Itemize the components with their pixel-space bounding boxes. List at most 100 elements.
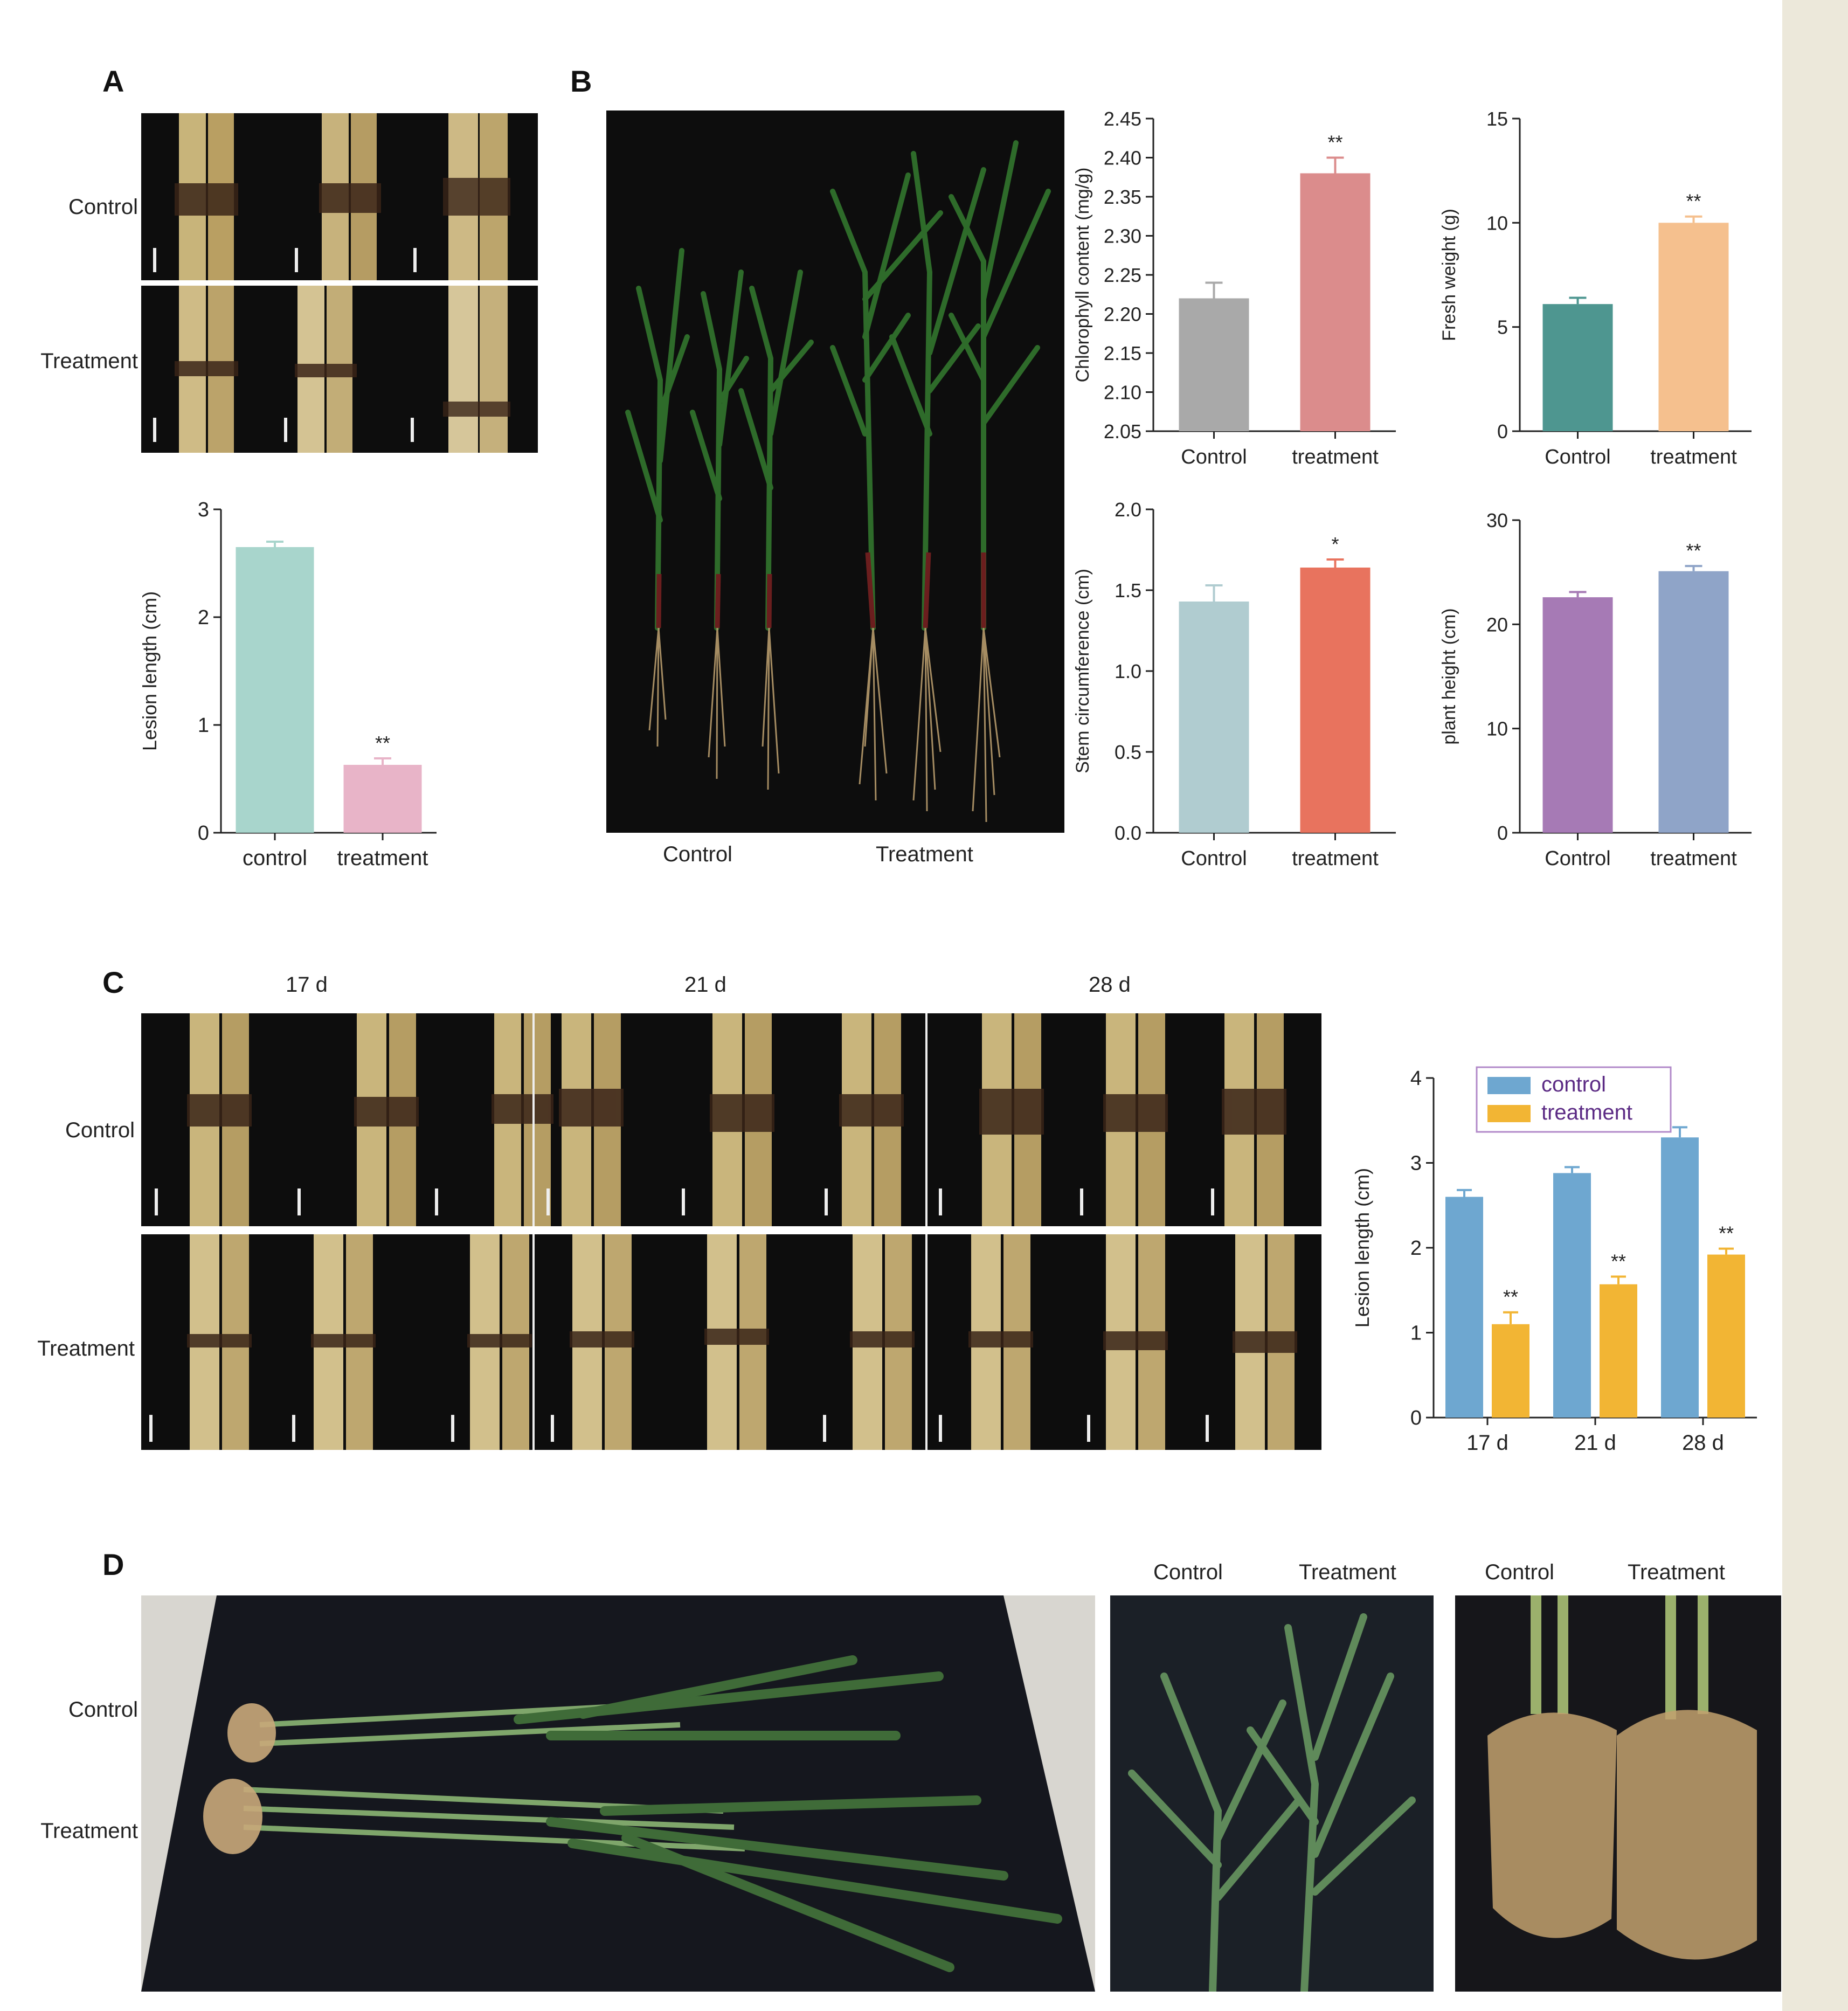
x-tick-label: Control xyxy=(1181,446,1247,468)
bar xyxy=(1542,597,1613,833)
significance-label: ** xyxy=(1686,540,1701,562)
y-axis-label: Stem circumference (cm) xyxy=(1072,569,1093,773)
legend-label: treatment xyxy=(1541,1101,1632,1124)
bar xyxy=(1661,1137,1699,1418)
timepoint-label-28d: 28 d xyxy=(1089,973,1131,997)
photo-label-treatment: Treatment xyxy=(1299,1560,1396,1584)
bar xyxy=(1542,304,1613,431)
y-tick-label: 30 xyxy=(1486,509,1508,531)
y-tick-label: 5 xyxy=(1497,316,1508,338)
y-axis-label: Fresh weight (g) xyxy=(1439,209,1459,341)
y-tick-label: 2.40 xyxy=(1104,147,1141,169)
row-label-treatment: Treatment xyxy=(40,349,138,373)
bar xyxy=(1300,568,1371,833)
row-label-treatment: Treatment xyxy=(37,1337,135,1360)
photo-label-treatment: Treatment xyxy=(876,842,973,866)
bar xyxy=(1179,298,1249,431)
chart-b-fresh-weight: 0 5 10 15 Fresh weight (g) Control ** treatment xyxy=(1439,108,1752,468)
field-plants-photo xyxy=(141,1595,1095,1992)
x-tick-label: 17 d xyxy=(1466,1431,1508,1455)
timepoint-label-21d: 21 d xyxy=(684,973,726,997)
y-axis-label: plant height (cm) xyxy=(1439,608,1459,744)
chart-b-stem-circumference: 0.0 0.5 1.0 1.5 2.0 Stem circumference (cm) Co… xyxy=(1072,499,1396,870)
x-tick-label: Control xyxy=(1545,446,1611,468)
legend-swatch xyxy=(1487,1105,1531,1122)
y-tick-label: 2 xyxy=(1410,1237,1422,1260)
y-tick-label: 2 xyxy=(198,606,209,629)
stalk-photo-c-control xyxy=(141,1013,1321,1226)
row-label-control: Control xyxy=(68,195,138,219)
bar xyxy=(1600,1284,1637,1418)
y-tick-label: 0 xyxy=(1497,822,1508,844)
significance-label: ** xyxy=(1686,190,1701,212)
y-tick-label: 2.0 xyxy=(1115,499,1141,521)
x-tick-label: control xyxy=(243,846,307,870)
photo-label-control: Control xyxy=(663,842,732,866)
significance-label: ** xyxy=(375,732,390,754)
stalk-sections-illustration xyxy=(153,113,510,280)
chart-c-lesion-length-time: 0 1 2 3 4 Lesion length (cm) 17 d ** 21 d ** 28 d *… xyxy=(1351,1066,1757,1455)
x-tick-label: 21 d xyxy=(1574,1431,1616,1455)
y-tick-label: 10 xyxy=(1486,212,1508,234)
y-tick-label: 3 xyxy=(198,499,209,521)
stalk-photo-a-treatment xyxy=(141,286,538,453)
bar xyxy=(1658,223,1729,431)
stalk-sections-illustration xyxy=(149,1234,1297,1450)
y-tick-label: 2.10 xyxy=(1104,382,1141,404)
bar xyxy=(1445,1197,1483,1418)
y-tick-label: 2.20 xyxy=(1104,303,1141,326)
plant-photo-b xyxy=(606,110,1064,833)
y-tick-label: 2.35 xyxy=(1104,186,1141,208)
x-tick-label: treatment xyxy=(1650,847,1737,870)
panel-label-d: D xyxy=(102,1547,124,1581)
page-margin-strip xyxy=(1782,0,1848,2011)
bar xyxy=(1707,1254,1745,1418)
y-tick-label: 10 xyxy=(1486,718,1508,740)
y-tick-label: 0.0 xyxy=(1115,822,1141,844)
y-axis-label: Chlorophyll content (mg/g) xyxy=(1072,168,1093,383)
y-tick-label: 4 xyxy=(1410,1067,1422,1090)
y-tick-label: 20 xyxy=(1486,613,1508,635)
y-tick-label: 2.05 xyxy=(1104,420,1141,443)
x-tick-label: 28 d xyxy=(1682,1431,1724,1455)
significance-label: ** xyxy=(1611,1250,1626,1273)
stalk-sections-illustration xyxy=(153,286,510,453)
tassel-plants-photo xyxy=(1110,1595,1434,1992)
bar xyxy=(1492,1324,1529,1418)
roots-illustration xyxy=(1487,1595,1757,1960)
y-tick-label: 2.45 xyxy=(1104,108,1141,130)
timepoint-label-17d: 17 d xyxy=(286,973,328,997)
chart-b-plant-height: 0 10 20 30 plant height (cm) Control ** treatme… xyxy=(1439,509,1752,870)
stalk-photo-a-control xyxy=(141,113,538,280)
y-axis-label: Lesion length (cm) xyxy=(139,591,161,751)
y-tick-label: 3 xyxy=(1410,1152,1422,1175)
y-axis-label: Lesion length (cm) xyxy=(1351,1168,1373,1328)
panel-label-c: C xyxy=(102,965,124,999)
harvested-plants-illustration xyxy=(141,1595,1095,1992)
x-tick-label: treatment xyxy=(337,846,428,870)
y-tick-label: 1.0 xyxy=(1115,660,1141,682)
x-tick-label: treatment xyxy=(1292,446,1379,468)
row-label-control: Control xyxy=(68,1698,138,1722)
photo-label-control: Control xyxy=(1485,1560,1554,1584)
bar xyxy=(1300,173,1371,431)
significance-label: ** xyxy=(1503,1286,1518,1308)
x-tick-label: treatment xyxy=(1292,847,1379,870)
y-tick-label: 1 xyxy=(1410,1322,1422,1345)
y-tick-label: 0 xyxy=(1410,1407,1422,1429)
bar xyxy=(1658,571,1729,833)
y-tick-label: 1.5 xyxy=(1115,579,1141,602)
photo-label-control: Control xyxy=(1153,1560,1223,1584)
y-tick-label: 2.30 xyxy=(1104,225,1141,247)
legend-swatch xyxy=(1487,1077,1531,1094)
y-tick-label: 2.25 xyxy=(1104,264,1141,286)
y-tick-label: 2.15 xyxy=(1104,342,1141,364)
legend-label: control xyxy=(1541,1073,1606,1096)
x-tick-label: Control xyxy=(1545,847,1611,870)
bar xyxy=(236,547,314,833)
x-tick-label: Control xyxy=(1181,847,1247,870)
root-systems-photo xyxy=(1455,1595,1781,1992)
y-tick-label: 0.5 xyxy=(1115,741,1141,763)
y-tick-label: 0 xyxy=(1497,420,1508,443)
y-tick-label: 1 xyxy=(198,714,209,737)
